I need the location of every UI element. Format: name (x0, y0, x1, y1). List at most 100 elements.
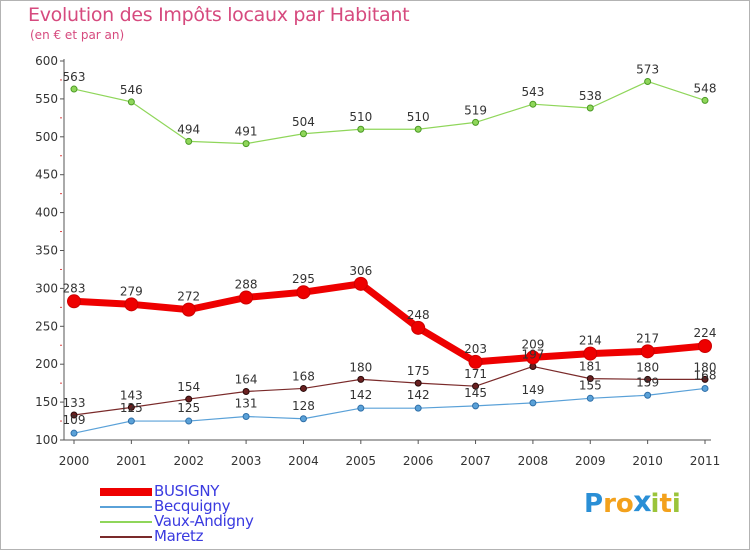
data-labels: 563 546 494 491 504 510 510 519 543 538 573 548 109 1… (63, 62, 717, 427)
data-label-maretz: 197 (521, 347, 544, 361)
x-tick-label: 2005 (346, 454, 377, 468)
x-tick-label: 2003 (231, 454, 262, 468)
data-point-maretz (242, 387, 250, 395)
series-lines (73, 80, 706, 434)
x-tick-label: 2008 (518, 454, 549, 468)
data-point-maretz (70, 411, 78, 419)
data-label-busigny: 279 (120, 284, 143, 298)
data-point-maretz (414, 379, 422, 387)
data-label-maretz: 154 (177, 380, 200, 394)
logo-letter: i (650, 489, 660, 519)
data-point-vaux-andigny (242, 140, 250, 148)
series-points (67, 77, 712, 437)
data-label-becquigny: 142 (349, 388, 372, 402)
y-tick-label: 100 (35, 433, 58, 447)
data-point-busigny (124, 297, 139, 312)
data-label-vaux-andigny: 519 (464, 103, 487, 117)
data-label-becquigny: 109 (63, 413, 86, 427)
logo-letter: P (584, 489, 604, 519)
x-tick-label: 2004 (288, 454, 319, 468)
data-label-vaux-andigny: 491 (235, 125, 258, 139)
legend-swatch (100, 488, 152, 496)
data-label-becquigny: 168 (694, 368, 717, 382)
x-tick-label: 2002 (173, 454, 204, 468)
data-point-busigny (239, 290, 254, 305)
series-line-vaux-andigny (73, 80, 706, 145)
data-point-vaux-andigny (529, 100, 537, 108)
data-label-becquigny: 131 (235, 397, 258, 411)
data-label-maretz: 143 (120, 388, 143, 402)
data-label-becquigny: 145 (464, 386, 487, 400)
data-point-vaux-andigny (127, 98, 135, 106)
data-point-vaux-andigny (299, 130, 307, 138)
data-point-vaux-andigny (644, 77, 652, 85)
data-label-busigny: 306 (349, 264, 372, 278)
data-label-vaux-andigny: 543 (521, 85, 544, 99)
y-tick-label: 550 (35, 92, 58, 106)
series-line-busigny (73, 280, 706, 366)
data-point-becquigny (414, 404, 422, 412)
data-label-busigny: 224 (694, 326, 717, 340)
data-label-vaux-andigny: 546 (120, 83, 143, 97)
y-tick-label: 400 (35, 206, 58, 220)
x-tick-label: 2000 (59, 454, 90, 468)
data-label-maretz: 181 (579, 360, 602, 374)
logo-letter: i (671, 489, 681, 519)
data-point-vaux-andigny (586, 104, 594, 112)
logo-letter: x (632, 485, 652, 519)
series-line-becquigny (73, 387, 706, 434)
data-point-becquigny (586, 394, 594, 402)
data-point-busigny (353, 276, 368, 291)
data-point-maretz (357, 375, 365, 383)
data-point-becquigny (70, 429, 78, 437)
y-tick-label: 150 (35, 395, 58, 409)
data-label-busigny: 209 (521, 337, 544, 351)
data-point-becquigny (644, 391, 652, 399)
chart-title: Evolution des Impôts locaux par Habitant (28, 4, 410, 26)
y-tick-label: 300 (35, 281, 58, 295)
data-label-maretz: 175 (407, 364, 430, 378)
data-point-maretz (701, 375, 709, 383)
data-point-becquigny (127, 417, 135, 425)
data-label-becquigny: 125 (120, 401, 143, 415)
data-label-vaux-andigny: 494 (177, 122, 200, 136)
data-point-maretz (586, 375, 594, 383)
y-tick-label: 450 (35, 168, 58, 182)
chart-subtitle: (en € et par an) (30, 28, 125, 42)
x-tick-label: 2001 (116, 454, 147, 468)
data-point-becquigny (299, 415, 307, 423)
x-tick-label: 2007 (460, 454, 491, 468)
legend-swatch (100, 506, 152, 508)
data-point-busigny (67, 294, 81, 309)
data-label-maretz: 168 (292, 369, 315, 383)
data-point-busigny (181, 302, 196, 317)
data-point-becquigny (185, 417, 193, 425)
data-label-vaux-andigny: 563 (63, 70, 86, 84)
data-label-vaux-andigny: 548 (694, 81, 717, 95)
data-point-vaux-andigny (701, 96, 709, 104)
data-label-maretz: 180 (349, 360, 372, 374)
data-point-vaux-andigny (414, 125, 422, 133)
data-point-maretz (644, 375, 652, 383)
data-label-busigny: 214 (579, 334, 602, 348)
data-point-busigny (525, 350, 540, 365)
data-label-vaux-andigny: 538 (579, 89, 602, 103)
x-tick-label: 2006 (403, 454, 434, 468)
x-tick-label: 2009 (575, 454, 606, 468)
legend-label: Becquigny (154, 497, 231, 515)
data-point-maretz (472, 382, 480, 390)
proxiti-logo: Proxiti (584, 485, 681, 520)
y-tick-label: 200 (35, 357, 58, 371)
data-point-busigny (468, 354, 483, 369)
data-point-becquigny (529, 399, 537, 407)
logo-letter: o (615, 489, 634, 519)
data-label-becquigny: 155 (579, 378, 602, 392)
legend-swatch (100, 536, 152, 538)
data-point-becquigny (357, 404, 365, 412)
data-label-busigny: 272 (177, 290, 200, 304)
data-label-busigny: 295 (292, 272, 315, 286)
data-label-vaux-andigny: 504 (292, 115, 315, 129)
data-point-maretz (127, 403, 135, 411)
legend-label: BUSIGNY (154, 482, 220, 500)
